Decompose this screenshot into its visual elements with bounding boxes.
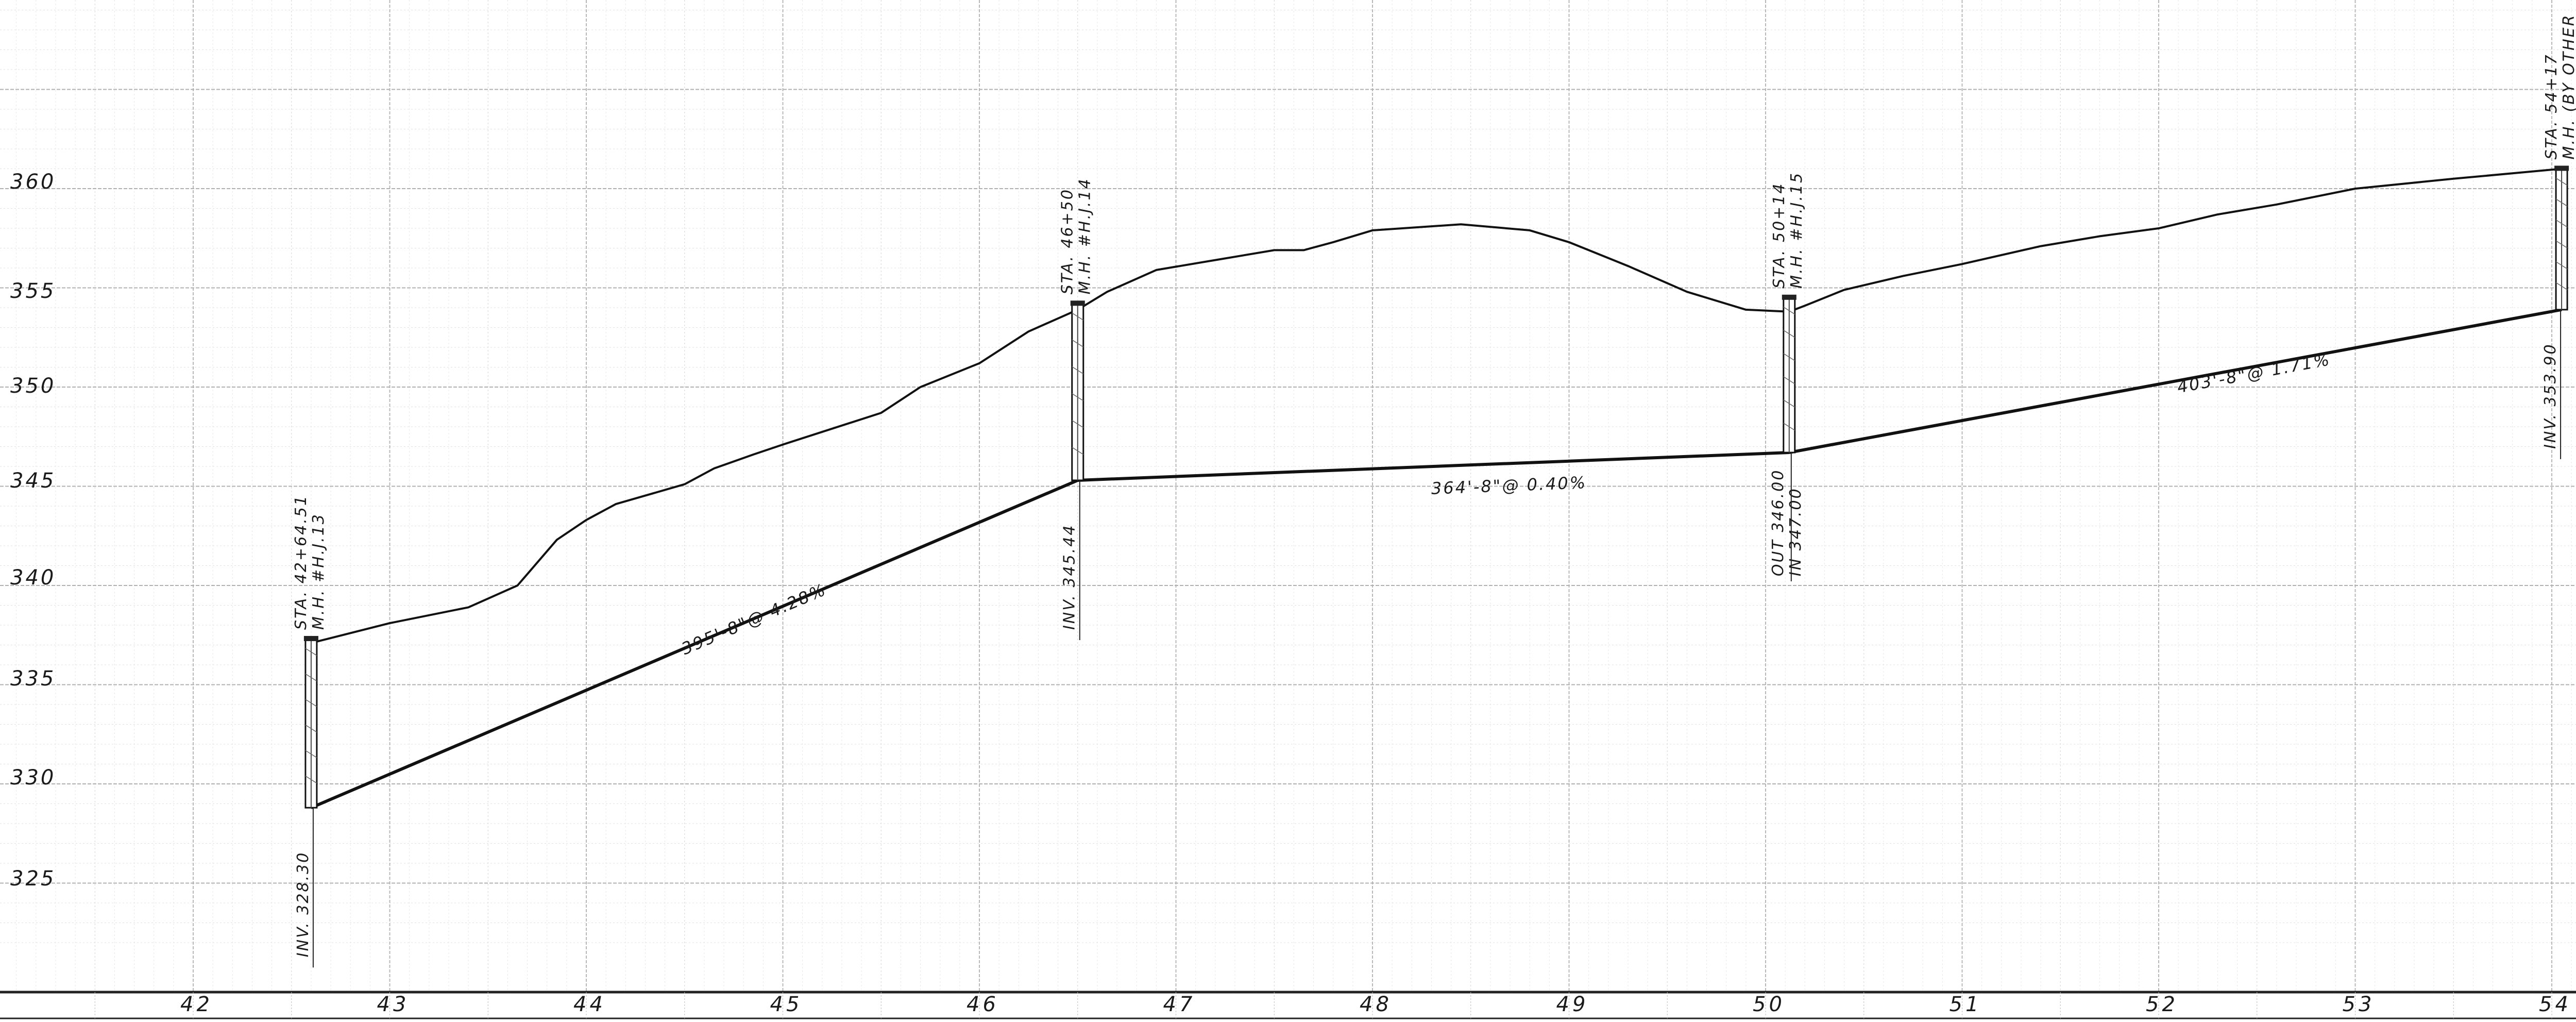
- station-label: 45: [770, 993, 803, 1016]
- elevation-label: 330: [10, 766, 56, 790]
- station-label: 44: [573, 993, 606, 1016]
- manhole-hatch: [305, 724, 317, 733]
- station-axis-labels: 42 43 44 45 46 47 48 49 50 51 52 53 54: [94, 992, 2571, 1018]
- station-label: 49: [1556, 993, 1589, 1016]
- manhole-hatch: [305, 776, 317, 784]
- manhole-id-label: M.H. (BY OTHER: [2560, 14, 2576, 160]
- manhole-invert-label: INV. 353.90: [2541, 343, 2560, 448]
- elevation-label: 360: [10, 170, 56, 194]
- elevation-label: 325: [10, 867, 56, 891]
- elevation-label: 340: [10, 566, 56, 590]
- manhole-hatch: [2555, 261, 2568, 270]
- manhole-hatch: [2555, 177, 2568, 186]
- manhole: [303, 635, 318, 809]
- station-label: 48: [1360, 993, 1392, 1016]
- station-label: 42: [180, 993, 213, 1016]
- sewer-pipe-profile: [310, 308, 2562, 809]
- manhole-hatch: [1783, 330, 1795, 338]
- manhole-hatch: [1783, 353, 1795, 361]
- major-grid: [0, 0, 2576, 992]
- pipe-invert-line: [310, 479, 1078, 809]
- manhole-station-label: STA. 46+50: [1059, 188, 1077, 294]
- manhole-cover: [2554, 165, 2569, 171]
- manhole-hatch: [1072, 366, 1084, 375]
- manhole: [1070, 300, 1085, 481]
- station-label: 43: [377, 993, 410, 1016]
- station-label: 47: [1163, 993, 1196, 1016]
- manhole-station-label: STA. 42+64.51: [292, 494, 310, 630]
- station-label: 54: [2539, 993, 2571, 1016]
- existing-ground-profile: [311, 167, 2562, 644]
- manhole-cover: [303, 635, 318, 641]
- manhole-hatch: [305, 750, 317, 758]
- manhole-cover: [1782, 294, 1797, 300]
- manhole-hatch: [305, 699, 317, 707]
- manhole-hatch: [1783, 423, 1795, 431]
- manhole: [1782, 294, 1797, 454]
- elevation-label: 355: [10, 279, 56, 303]
- manhole-id-label: M.H. #H.J.13: [310, 513, 328, 630]
- manhole-hatch: [305, 648, 317, 656]
- minor-grid: [0, 0, 2576, 992]
- station-label: 52: [2146, 993, 2178, 1016]
- station-label: 50: [1753, 993, 1785, 1016]
- manhole-hatch: [2555, 219, 2568, 228]
- manhole-hatch: [2555, 198, 2568, 207]
- manhole: [2554, 165, 2569, 311]
- manhole-hatch: [1783, 307, 1795, 315]
- station-axis: [0, 991, 2576, 1019]
- elevation-label: 335: [10, 667, 56, 691]
- elevation-label: 345: [10, 469, 56, 493]
- manhole-hatch: [2555, 282, 2568, 290]
- manhole-hatch: [1783, 376, 1795, 384]
- manhole-structures: [303, 165, 2569, 809]
- manhole-hatch: [1072, 312, 1084, 321]
- elevation-label: 350: [10, 374, 56, 398]
- annotation-labels: STA. 42+64.51 M.H. #H.J.13 INV. 328.30 STA.…: [292, 14, 2576, 968]
- manhole-hatch: [2555, 240, 2568, 248]
- manhole-hatch: [1072, 447, 1084, 455]
- pipe-invert-line: [1077, 451, 1789, 482]
- manhole-hatch: [1072, 393, 1084, 401]
- manhole-hatch: [1072, 339, 1084, 348]
- manhole-outlet-label: OUT 346.00: [1769, 469, 1787, 576]
- manhole-invert-label: INV. 345.44: [1061, 524, 1079, 630]
- ground-line: [311, 167, 2562, 644]
- station-label: 46: [967, 993, 999, 1016]
- manhole-cover: [1070, 300, 1085, 306]
- station-label: 53: [2343, 993, 2375, 1016]
- station-label: 51: [1950, 993, 1982, 1016]
- manhole-hatch: [305, 673, 317, 682]
- manhole-invert-label: INV. 328.30: [294, 851, 312, 957]
- manhole-hatch: [1072, 420, 1084, 428]
- manhole-station-label: STA. 50+14: [1770, 182, 1788, 289]
- manhole-station-label: STA. 54+17: [2543, 53, 2561, 159]
- manhole-id-label: M.H. #H.J.14: [1076, 177, 1094, 294]
- manhole-inlet-label: IN 347.00: [1787, 487, 1805, 576]
- manhole-hatch: [1783, 399, 1795, 408]
- manhole-id-label: M.H. #H.J.15: [1788, 172, 1806, 289]
- elevation-axis-labels: 360 355 350 345 340 335 330 325: [10, 170, 56, 891]
- pipe-invert-line: [1789, 308, 2562, 454]
